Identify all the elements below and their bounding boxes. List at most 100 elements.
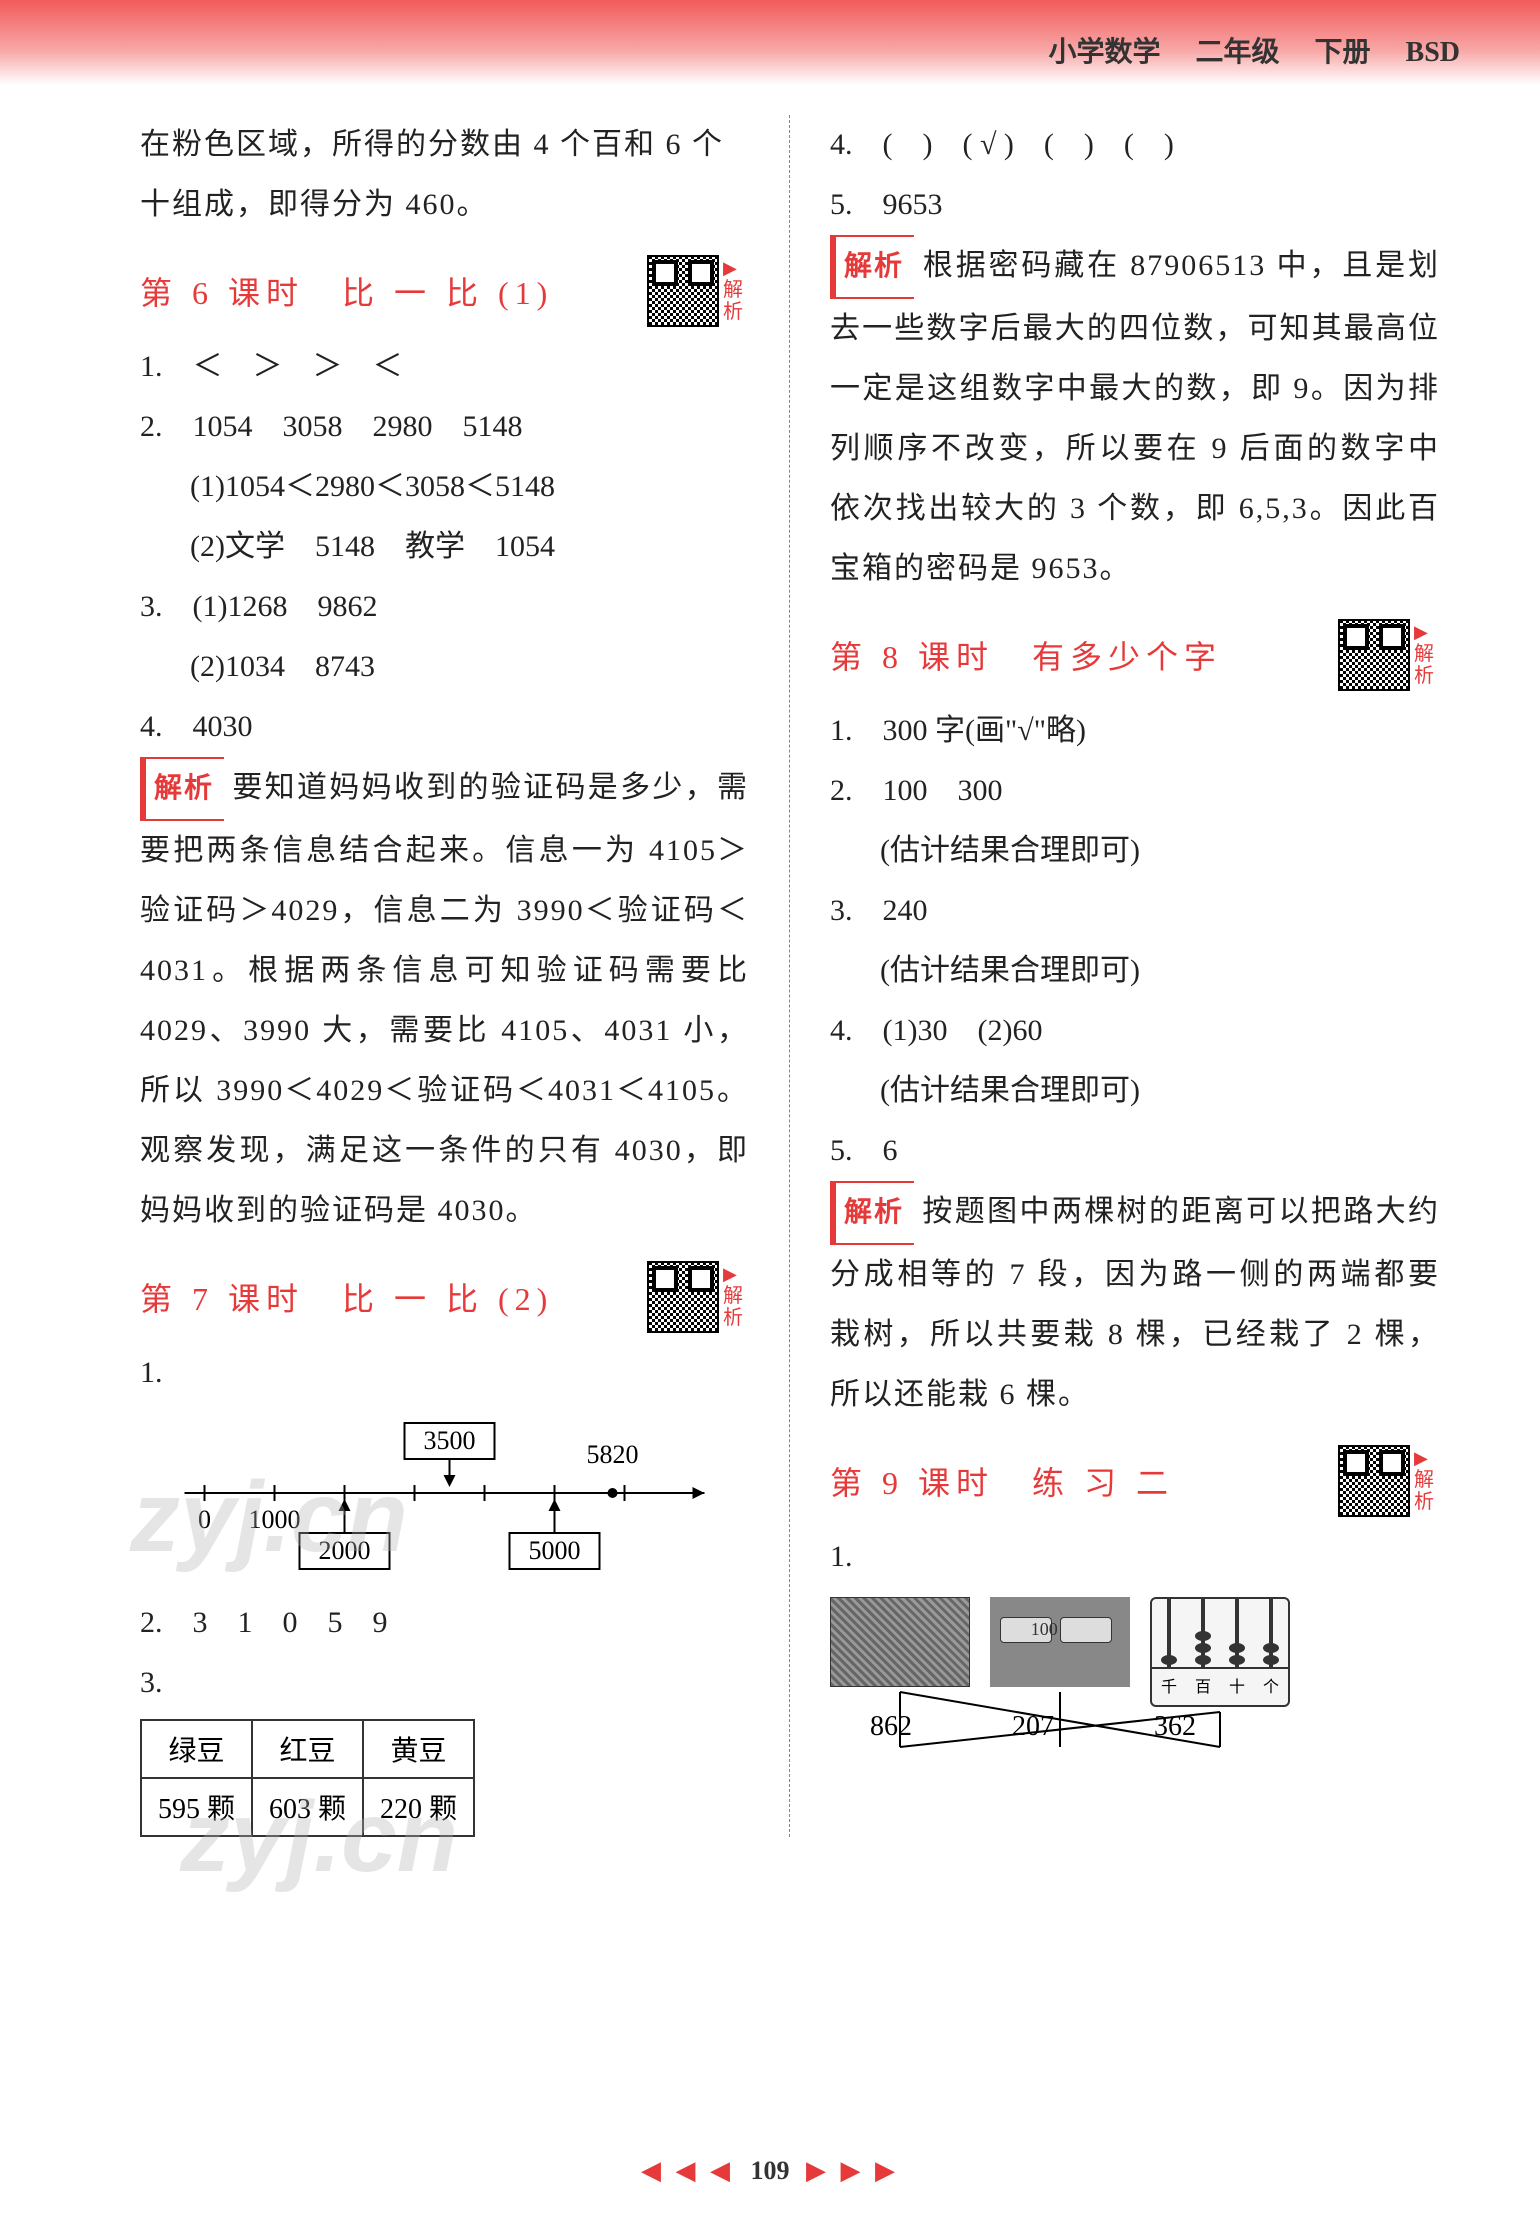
abacus-place: 十 <box>1229 1673 1245 1697</box>
qr-label-2: 析 <box>1414 1491 1440 1513</box>
lesson7-title: 第 7 课时 比 一 比 (2) <box>140 1274 553 1320</box>
nl-box-2000: 2000 <box>319 1536 371 1565</box>
left-column: 在粉色区域，所得的分数由 4 个百和 6 个十组成，即得分为 460。 第 6 … <box>120 115 790 1837</box>
intro-text: 在粉色区域，所得的分数由 4 个百和 6 个十组成，即得分为 460。 <box>140 115 749 235</box>
footer-right-arrows: ▶ ▶ ▶ <box>806 2156 899 2185</box>
qr-code-icon[interactable] <box>647 1261 719 1333</box>
l8-q4b: (估计结果合理即可) <box>830 1061 1440 1121</box>
l6-q2c: (2)文学 5148 教学 1054 <box>140 517 749 577</box>
l7-q1-label: 1. <box>140 1343 749 1403</box>
qr-label: 解 析 <box>1414 623 1440 687</box>
lesson8-qr-block: 解 析 <box>1338 619 1440 691</box>
qr-code-icon[interactable] <box>1338 619 1410 691</box>
r-analysis5: 解析根据密码藏在 87906513 中，且是划去一些数字后最大的四位数，可知其最… <box>830 235 1440 599</box>
nl-box-5000: 5000 <box>529 1536 581 1565</box>
qr-label-1: 解 <box>723 1285 749 1307</box>
nl-mark-1000: 1000 <box>249 1505 301 1534</box>
match-numbers: 862 207 362 <box>830 1711 1440 1743</box>
l6-analysis-body: 要知道妈妈收到的验证码是多少，需要把两条信息结合起来。信息一为 4105＞验证码… <box>140 771 749 1227</box>
table-cell: 603 颗 <box>252 1778 363 1836</box>
l8-q5: 5. 6 <box>830 1121 1440 1181</box>
l8-analysis-body: 按题图中两棵树的距离可以把路大约分成相等的 7 段，因为路一侧的两端都要栽树，所… <box>830 1195 1440 1411</box>
l6-q3a: 3. (1)1268 9862 <box>140 577 749 637</box>
l8-q2a: 2. 100 300 <box>830 761 1440 821</box>
content-area: 在粉色区域，所得的分数由 4 个百和 6 个十组成，即得分为 460。 第 6 … <box>0 85 1540 1837</box>
nl-box-3500: 3500 <box>424 1426 476 1455</box>
l6-analysis: 解析要知道妈妈收到的验证码是多少，需要把两条信息结合起来。信息一为 4105＞验… <box>140 757 749 1241</box>
abacus-place: 千 <box>1161 1673 1177 1697</box>
lesson9-title: 第 9 课时 练 习 二 <box>830 1458 1174 1504</box>
r-q4: 4. ( ) ( √ ) ( ) ( ) <box>830 115 1440 175</box>
qr-label-2: 析 <box>723 1307 749 1329</box>
qr-label: 解 析 <box>723 1265 749 1329</box>
l8-q1: 1. 300 字(画"√"略) <box>830 701 1440 761</box>
number-line-diagram: 0 1000 3500 5820 2000 5000 <box>140 1413 749 1583</box>
qr-label-1: 解 <box>723 279 749 301</box>
l9-matching-diagram: 100 100 千 百 十 个 <box>830 1597 1440 1743</box>
abacus-place: 百 <box>1195 1673 1211 1697</box>
table-cell: 绿豆 <box>141 1720 252 1778</box>
table-cell: 黄豆 <box>363 1720 474 1778</box>
table-cell: 595 颗 <box>141 1778 252 1836</box>
table-cell: 220 颗 <box>363 1778 474 1836</box>
right-column: 4. ( ) ( √ ) ( ) ( ) 5. 9653 解析根据密码藏在 87… <box>790 115 1460 1837</box>
l8-analysis: 解析按题图中两棵树的距离可以把路大约分成相等的 7 段，因为路一侧的两端都要栽树… <box>830 1181 1440 1425</box>
lesson9-qr-block: 解 析 <box>1338 1445 1440 1517</box>
qr-label: 解 析 <box>723 259 749 323</box>
qr-label-2: 析 <box>723 301 749 323</box>
header-term: 下册 <box>1315 37 1371 68</box>
l8-q3b: (估计结果合理即可) <box>830 941 1440 1001</box>
match-num: 207 <box>1012 1711 1054 1743</box>
analysis-tag: 解析 <box>830 235 914 299</box>
lesson8-title-row: 第 8 课时 有多少个字 解 析 <box>830 619 1440 691</box>
header-edition: BSD <box>1406 37 1460 68</box>
l6-q3b: (2)1034 8743 <box>140 637 749 697</box>
l6-q4: 4. 4030 <box>140 697 749 757</box>
blocks-icon <box>830 1597 970 1687</box>
l8-q3a: 3. 240 <box>830 881 1440 941</box>
header-grade: 二年级 <box>1195 37 1279 68</box>
qr-code-icon[interactable] <box>647 255 719 327</box>
analysis-tag: 解析 <box>140 757 224 821</box>
header-banner: 小学数学 二年级 下册 BSD <box>0 0 1540 85</box>
l8-q4a: 4. (1)30 (2)60 <box>830 1001 1440 1061</box>
nl-mark-0: 0 <box>198 1505 211 1534</box>
rods-icon: 100 100 <box>990 1597 1130 1687</box>
lesson6-title: 第 6 课时 比 一 比 (1) <box>140 268 553 314</box>
l6-q2a: 2. 1054 3058 2980 5148 <box>140 397 749 457</box>
header-text: 小学数学 二年级 下册 BSD <box>1048 30 1460 70</box>
r-analysis5-body: 根据密码藏在 87906513 中，且是划去一些数字后最大的四位数，可知其最高位… <box>830 249 1440 585</box>
lesson6-title-row: 第 6 课时 比 一 比 (1) 解 析 <box>140 255 749 327</box>
abacus-place: 个 <box>1263 1673 1279 1697</box>
qr-label-2: 析 <box>1414 665 1440 687</box>
r-q5: 5. 9653 <box>830 175 1440 235</box>
match-num: 362 <box>1154 1711 1196 1743</box>
lesson9-title-row: 第 9 课时 练 习 二 解 析 <box>830 1445 1440 1517</box>
l9-q1-label: 1. <box>830 1527 1440 1587</box>
page-footer: ◀ ◀ ◀ 109 ▶ ▶ ▶ <box>0 2156 1540 2186</box>
l7-q2: 2. 3 1 0 5 9 <box>140 1593 749 1653</box>
header-subject: 小学数学 <box>1048 37 1160 68</box>
lesson8-title: 第 8 课时 有多少个字 <box>830 632 1222 678</box>
l7-q3-label: 3. <box>140 1653 749 1713</box>
nl-5820: 5820 <box>587 1440 639 1469</box>
lesson7-title-row: 第 7 课时 比 一 比 (2) 解 析 <box>140 1261 749 1333</box>
qr-label-1: 解 <box>1414 1469 1440 1491</box>
abacus-icon: 千 百 十 个 <box>1150 1597 1290 1707</box>
qr-label: 解 析 <box>1414 1449 1440 1513</box>
l8-q2b: (估计结果合理即可) <box>830 821 1440 881</box>
table-cell: 红豆 <box>252 1720 363 1778</box>
l6-q2b: (1)1054＜2980＜3058＜5148 <box>140 457 749 517</box>
footer-page-number: 109 <box>751 2156 790 2185</box>
match-num: 862 <box>870 1711 912 1743</box>
lesson7-qr-block: 解 析 <box>647 1261 749 1333</box>
table-row: 595 颗 603 颗 220 颗 <box>141 1778 474 1836</box>
lesson6-qr-block: 解 析 <box>647 255 749 327</box>
table-row: 绿豆 红豆 黄豆 <box>141 1720 474 1778</box>
analysis-tag: 解析 <box>830 1181 914 1245</box>
footer-left-arrows: ◀ ◀ ◀ <box>641 2156 734 2185</box>
l6-q1: 1. ＜ ＞ ＞ ＜ <box>140 337 749 397</box>
qr-code-icon[interactable] <box>1338 1445 1410 1517</box>
bean-table: 绿豆 红豆 黄豆 595 颗 603 颗 220 颗 <box>140 1719 475 1837</box>
qr-label-1: 解 <box>1414 643 1440 665</box>
